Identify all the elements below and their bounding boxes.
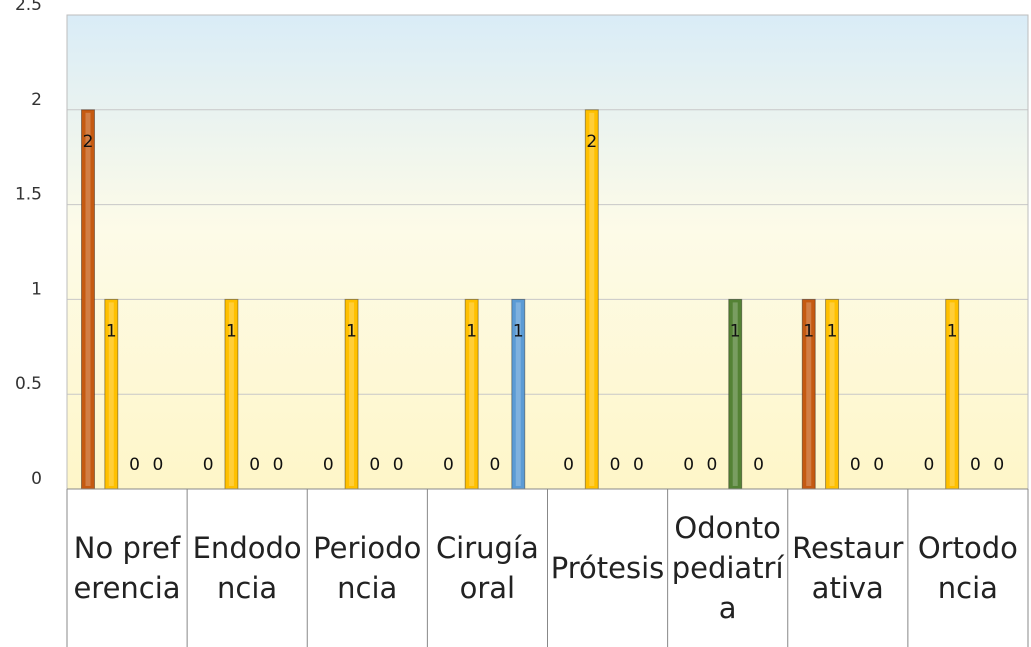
x-tick-label: Prótesis	[550, 551, 665, 585]
y-tick-label: 0	[31, 469, 42, 489]
data-label: 1	[513, 321, 524, 341]
plot-area	[67, 15, 1028, 489]
bar-highlight	[85, 112, 91, 487]
x-tick-cell: Ortodoncia	[917, 531, 1018, 605]
data-label: 1	[803, 321, 814, 341]
data-label: 1	[346, 321, 357, 341]
y-tick-label: 1.5	[15, 185, 42, 205]
y-tick-label: 0.5	[15, 374, 42, 394]
x-tick-label: No preferencia	[73, 531, 181, 605]
bar-highlight	[829, 302, 835, 486]
data-label: 0	[610, 455, 621, 475]
x-tick-cell: Periodoncia	[313, 531, 422, 605]
data-label: 0	[129, 455, 140, 475]
data-label: 0	[490, 455, 501, 475]
data-label: 2	[83, 132, 94, 152]
x-tick-label: Cirugía oral	[435, 531, 539, 605]
data-label: 0	[563, 455, 574, 475]
data-label: 0	[323, 455, 334, 475]
data-label: 1	[827, 321, 838, 341]
x-tick-label: Periodoncia	[313, 531, 422, 605]
data-label: 0	[753, 455, 764, 475]
data-label: 0	[993, 455, 1004, 475]
bar-highlight	[228, 302, 234, 486]
bar-highlight	[589, 112, 595, 487]
data-label: 0	[273, 455, 284, 475]
data-label: 0	[443, 455, 454, 475]
data-label: 0	[152, 455, 163, 475]
bar-highlight	[806, 302, 812, 486]
bar-highlight	[469, 302, 475, 486]
data-label: 0	[369, 455, 380, 475]
data-label: 0	[707, 455, 718, 475]
data-label: 1	[730, 321, 741, 341]
data-label: 1	[466, 321, 477, 341]
data-label: 0	[393, 455, 404, 475]
y-tick-label: 2	[31, 90, 42, 110]
x-tick-label: Odontopediatría	[671, 511, 784, 625]
data-label: 0	[683, 455, 694, 475]
x-tick-cell: Restaurativa	[792, 531, 904, 605]
x-tick-label: Ortodoncia	[917, 531, 1018, 605]
bar-highlight	[515, 302, 521, 486]
y-tick-label: 2.5	[15, 0, 42, 15]
data-label: 2	[586, 132, 597, 152]
data-label: 0	[249, 455, 260, 475]
data-label: 1	[106, 321, 117, 341]
y-tick-label: 1	[31, 279, 42, 299]
bar-highlight	[732, 302, 738, 486]
x-tick-cell: Endodoncia	[192, 531, 302, 605]
x-tick-cell: Cirugía oral	[435, 531, 539, 605]
x-tick-cell: Odontopediatría	[671, 511, 784, 625]
data-label: 0	[970, 455, 981, 475]
x-tick-cell: Prótesis	[550, 551, 665, 585]
bar-highlight	[949, 302, 955, 486]
data-label: 0	[873, 455, 884, 475]
data-label: 0	[633, 455, 644, 475]
data-label: 0	[923, 455, 934, 475]
data-label: 0	[850, 455, 861, 475]
x-tick-cell: No preferencia	[73, 531, 181, 605]
bar-highlight	[349, 302, 355, 486]
data-label: 1	[226, 321, 237, 341]
data-label: 0	[203, 455, 214, 475]
bar-highlight	[108, 302, 114, 486]
x-tick-label: Endodoncia	[192, 531, 302, 605]
x-tick-label: Restaurativa	[792, 531, 904, 605]
data-label: 1	[947, 321, 958, 341]
